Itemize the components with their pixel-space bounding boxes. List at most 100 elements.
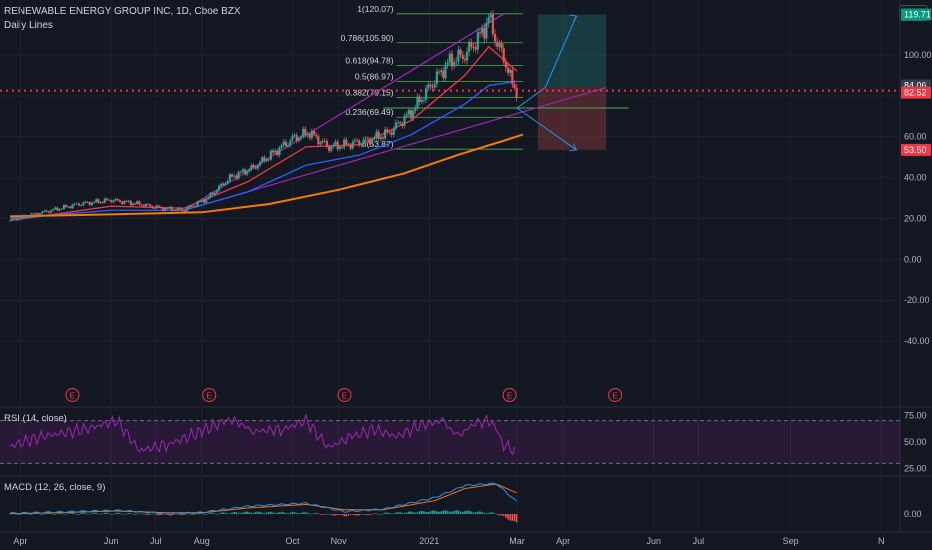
macd-histogram-bar	[392, 513, 395, 515]
x-tick-label: Jun	[104, 536, 119, 546]
candle-body	[384, 129, 387, 139]
candle-body	[500, 43, 503, 49]
candle-body	[116, 199, 119, 201]
candle-body	[444, 64, 447, 79]
macd-histogram-bar	[451, 511, 453, 514]
candle-body	[224, 183, 227, 185]
macd-histogram-bar	[332, 514, 335, 516]
x-tick-label: Mar	[509, 536, 525, 546]
candle-body	[416, 96, 419, 109]
macd-histogram-bar	[485, 513, 488, 514]
candle-body	[392, 128, 395, 135]
macd-histogram-bar	[315, 512, 317, 514]
candle-body	[299, 136, 303, 138]
x-tick-label: Apr	[556, 536, 570, 546]
macd-histogram-bar	[50, 513, 52, 515]
candle-body	[487, 17, 490, 24]
candle-body	[213, 192, 216, 195]
candle-body	[21, 215, 25, 219]
macd-histogram-bar	[226, 513, 229, 515]
candle-body	[513, 84, 516, 88]
candle-body	[347, 144, 350, 146]
macd-histogram-bar	[513, 514, 516, 522]
macd-histogram-bar	[110, 514, 113, 515]
candle-body	[472, 46, 475, 48]
macd-histogram-bar	[164, 514, 167, 515]
candle-body	[241, 169, 244, 172]
macd-histogram-bar	[76, 514, 78, 515]
candle-body	[310, 130, 313, 139]
candle-body	[75, 203, 78, 205]
candle-body	[200, 199, 203, 202]
macd-histogram-bar	[106, 512, 108, 514]
candle-body	[181, 209, 184, 211]
macd-histogram-bar	[237, 512, 240, 514]
candle-body	[58, 209, 61, 211]
candle-body	[15, 218, 18, 221]
macd-histogram-bar	[472, 512, 475, 514]
macd-histogram-bar	[211, 512, 214, 514]
macd-histogram-bar	[448, 511, 451, 514]
macd-histogram-bar	[399, 512, 402, 514]
macd-histogram-bar	[278, 512, 281, 514]
candle-body	[511, 69, 514, 85]
macd-histogram-bar	[479, 511, 481, 514]
candle-body	[136, 201, 139, 205]
candle-body	[250, 165, 253, 170]
rsi-y-tick-label: 75.00	[904, 410, 927, 420]
candle-body	[254, 167, 257, 169]
candle-body	[396, 122, 400, 124]
candle-body	[161, 207, 165, 211]
candle-body	[289, 140, 292, 145]
candle-body	[474, 46, 477, 50]
candle-body	[263, 157, 266, 162]
macd-histogram-bar	[250, 512, 253, 514]
macd-histogram-bar	[129, 513, 132, 514]
macd-histogram-bar	[511, 514, 514, 521]
candle-body	[205, 198, 208, 203]
projection-line	[516, 107, 577, 151]
candle-body	[26, 216, 29, 218]
candle-body	[360, 144, 363, 146]
candle-body	[457, 49, 460, 62]
macd-histogram-bar	[261, 512, 264, 514]
candle-body	[304, 128, 307, 136]
macd-histogram-bar	[194, 514, 197, 515]
candle-body	[297, 137, 300, 141]
candle-body	[407, 110, 410, 115]
macd-histogram-bar	[177, 514, 179, 515]
earnings-marker-icon	[337, 388, 352, 402]
macd-histogram-bar	[423, 511, 425, 514]
macd-histogram-bar	[188, 513, 190, 515]
candle-body	[463, 59, 466, 61]
candle-body	[256, 165, 260, 169]
macd-histogram-bar	[99, 514, 102, 515]
macd-histogram-bar	[142, 513, 145, 515]
macd-histogram-bar	[91, 513, 93, 514]
candle-body	[41, 211, 44, 214]
macd-histogram-bar	[440, 511, 442, 514]
macd-histogram-bar	[214, 513, 216, 515]
macd-histogram-bar	[433, 510, 436, 514]
x-tick-label: Jul	[693, 536, 705, 546]
macd-histogram-bar	[498, 514, 501, 516]
macd-histogram-bar	[173, 514, 175, 515]
x-tick-label: 2021	[419, 536, 439, 546]
macd-histogram-bar	[461, 511, 464, 514]
macd-histogram-bar	[39, 513, 41, 515]
candle-body	[105, 198, 109, 200]
macd-histogram-bar	[408, 511, 410, 514]
candle-body	[153, 207, 156, 209]
macd-histogram-bar	[492, 512, 494, 514]
macd-histogram-bar	[375, 513, 378, 514]
macd-histogram-bar	[349, 514, 352, 515]
fib-level-label: 0.618(94.78)	[345, 56, 393, 66]
candle-body	[332, 144, 335, 147]
macd-histogram-bar	[412, 512, 414, 514]
x-tick-label: Apr	[13, 536, 27, 546]
macd-pane-label: MACD (12, 26, close, 9)	[4, 482, 105, 493]
macd-histogram-bar	[153, 513, 156, 515]
macd-histogram-bar	[321, 514, 324, 515]
price-tag-label: 84.06	[904, 80, 927, 90]
